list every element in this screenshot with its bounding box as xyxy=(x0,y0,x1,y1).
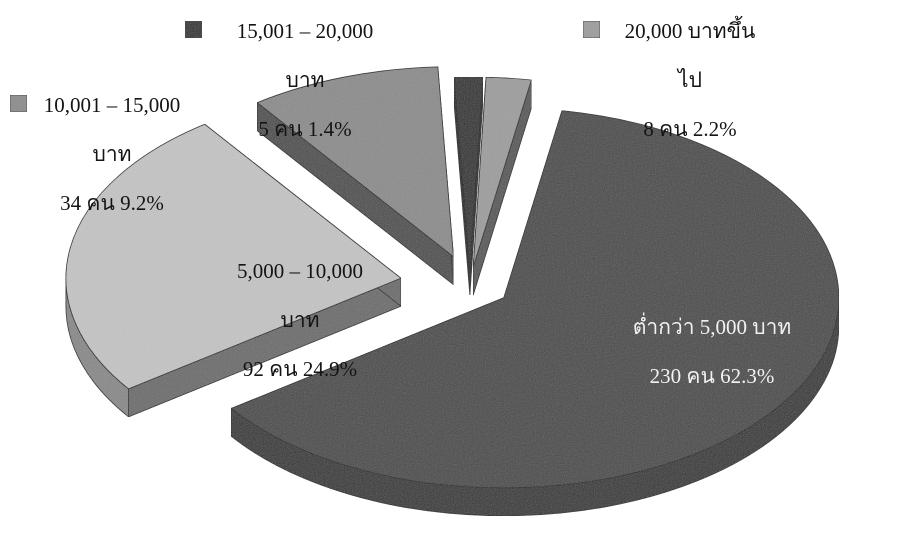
slice-label-line: 8 คน 2.2% xyxy=(643,117,736,141)
pie-slice-3 xyxy=(256,66,454,286)
slice-label-line: บาท xyxy=(281,308,320,332)
pie-slice-4 xyxy=(453,76,484,296)
pie-slice-5 xyxy=(472,76,532,296)
slice-label-line: 5,000 – 10,000 xyxy=(237,259,363,283)
slice-label-line: บาท xyxy=(286,68,325,92)
slice-label-line: 92 คน 24.9% xyxy=(243,357,357,381)
slice-label-line: 230 คน 62.3% xyxy=(650,364,775,388)
pie-slices xyxy=(65,66,840,517)
slice-label-4: 15,001 – 20,000 บาท 5 คน 1.4% xyxy=(237,19,374,141)
slice-label-line: 10,001 – 15,000 xyxy=(44,93,181,117)
slice-label-line: 20,000 บาทขึ้น xyxy=(625,16,756,43)
slice-label-line: บาท xyxy=(93,142,132,166)
slice-labels: ต่ำกว่า 5,000 บาท 230 คน 62.3% 5,000 – 10,… xyxy=(9,16,791,388)
legend-swatch-4 xyxy=(184,20,203,39)
slice-label-line: 34 คน 9.2% xyxy=(60,191,164,215)
legend-swatch-3 xyxy=(9,94,28,113)
slice-label-line: ไป xyxy=(676,68,702,92)
slice-label-1: ต่ำกว่า 5,000 บาท 230 คน 62.3% xyxy=(633,312,791,388)
slice-label-2: 5,000 – 10,000 บาท 92 คน 24.9% xyxy=(237,259,363,381)
legend-swatch-5 xyxy=(582,20,601,39)
slice-label-line: 15,001 – 20,000 xyxy=(237,19,374,43)
slice-label-line: 5 คน 1.4% xyxy=(258,117,351,141)
slice-label-line: ต่ำกว่า 5,000 บาท xyxy=(633,312,791,339)
pie-slice-2 xyxy=(65,123,402,418)
pie-slice-1 xyxy=(230,110,840,517)
slice-label-3: 10,001 – 15,000 บาท 34 คน 9.2% xyxy=(44,93,181,215)
slice-label-5: 20,000 บาทขึ้นไป 8 คน 2.2% xyxy=(625,16,756,141)
